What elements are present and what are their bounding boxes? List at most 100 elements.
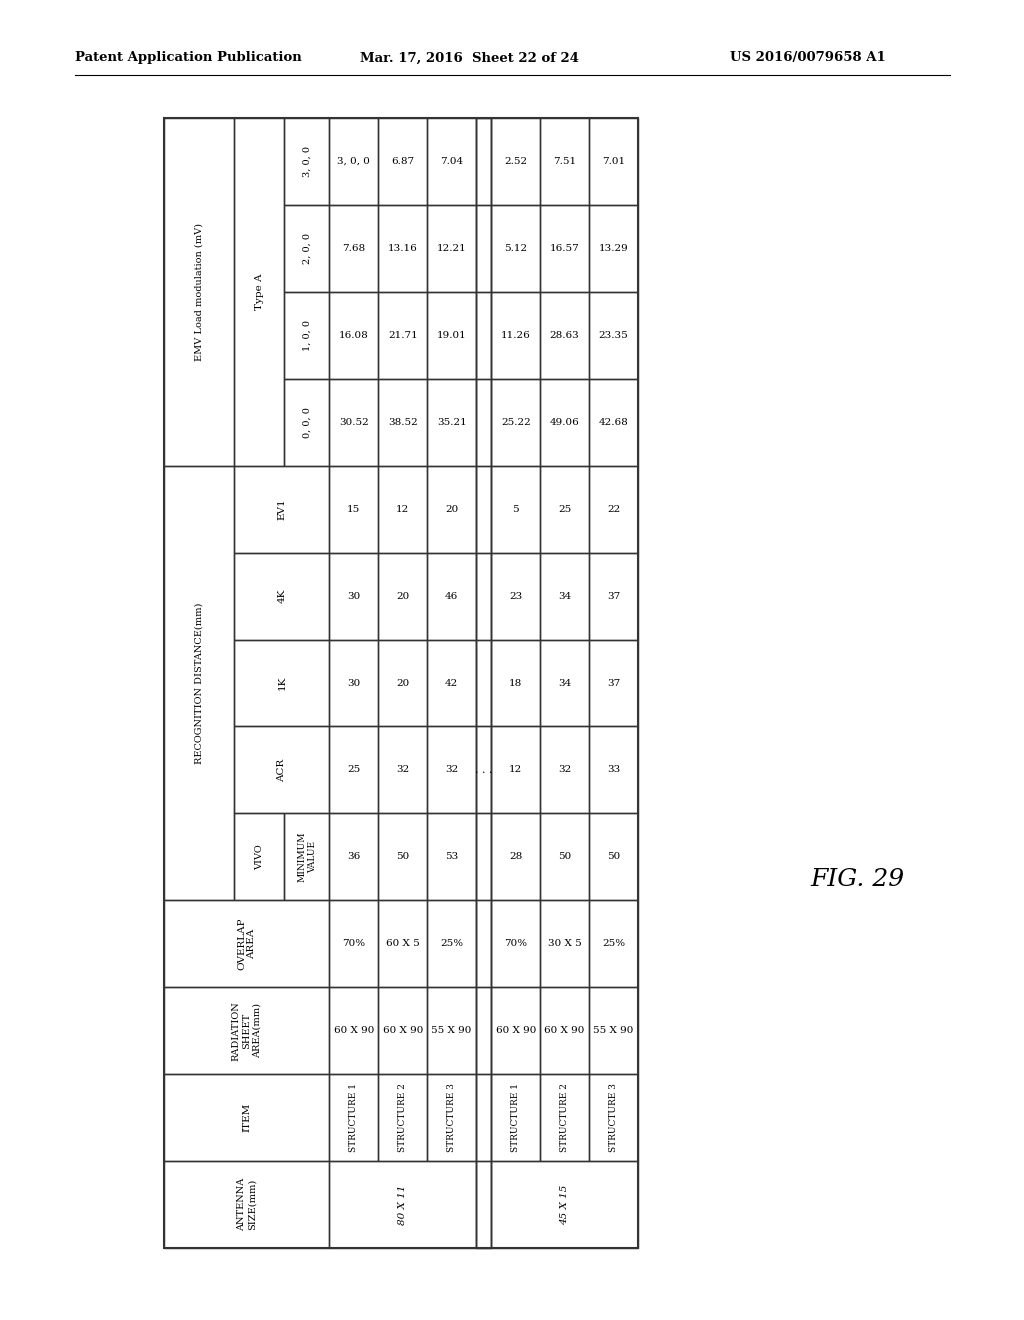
- Text: 16.08: 16.08: [339, 331, 369, 339]
- Bar: [427, 205, 476, 292]
- Text: STRUCTURE 1: STRUCTURE 1: [349, 1084, 358, 1152]
- Bar: [234, 813, 285, 900]
- Bar: [285, 379, 330, 466]
- Bar: [476, 466, 492, 553]
- Text: 42.68: 42.68: [599, 417, 629, 426]
- Bar: [541, 813, 589, 900]
- Bar: [492, 900, 541, 987]
- Text: 60 X 5: 60 X 5: [386, 940, 420, 948]
- Bar: [589, 292, 638, 379]
- Text: 23.35: 23.35: [599, 331, 629, 339]
- Bar: [541, 1074, 589, 1162]
- Bar: [476, 1074, 492, 1162]
- Bar: [476, 813, 492, 900]
- Bar: [589, 639, 638, 726]
- Bar: [330, 379, 378, 466]
- Text: VIVO: VIVO: [255, 843, 264, 870]
- Text: 1K: 1K: [278, 676, 287, 690]
- Bar: [427, 1074, 476, 1162]
- Text: 18: 18: [509, 678, 522, 688]
- Bar: [541, 726, 589, 813]
- Text: STRUCTURE 2: STRUCTURE 2: [560, 1084, 569, 1152]
- Bar: [541, 292, 589, 379]
- Text: 3, 0, 0: 3, 0, 0: [338, 157, 371, 166]
- Bar: [492, 813, 541, 900]
- Bar: [427, 639, 476, 726]
- Text: 60 X 90: 60 X 90: [545, 1026, 585, 1035]
- Text: 0, 0, 0: 0, 0, 0: [302, 407, 311, 438]
- Bar: [234, 726, 330, 813]
- Text: 7.04: 7.04: [440, 157, 463, 166]
- Bar: [541, 466, 589, 553]
- Bar: [427, 987, 476, 1074]
- Text: 25.22: 25.22: [501, 417, 530, 426]
- Bar: [330, 813, 378, 900]
- Text: 70%: 70%: [504, 940, 527, 948]
- Bar: [427, 553, 476, 639]
- Bar: [234, 117, 285, 466]
- Bar: [589, 900, 638, 987]
- Text: 13.16: 13.16: [388, 244, 418, 253]
- Text: 55 X 90: 55 X 90: [431, 1026, 472, 1035]
- Bar: [164, 1162, 330, 1247]
- Text: 20: 20: [396, 591, 410, 601]
- Bar: [330, 292, 378, 379]
- Bar: [164, 117, 638, 1247]
- Text: EMV Load modulation (mV): EMV Load modulation (mV): [195, 223, 204, 360]
- Text: 12: 12: [509, 766, 522, 775]
- Text: 21.71: 21.71: [388, 331, 418, 339]
- Text: 36: 36: [347, 853, 360, 862]
- Bar: [476, 205, 492, 292]
- Text: 37: 37: [607, 678, 621, 688]
- Bar: [476, 900, 492, 987]
- Bar: [589, 813, 638, 900]
- Bar: [589, 726, 638, 813]
- Bar: [492, 1162, 638, 1247]
- Text: 20: 20: [445, 504, 459, 513]
- Bar: [330, 1162, 476, 1247]
- Text: 50: 50: [607, 853, 621, 862]
- Text: 22: 22: [607, 504, 621, 513]
- Bar: [164, 987, 330, 1074]
- Text: 55 X 90: 55 X 90: [593, 1026, 634, 1035]
- Bar: [164, 1074, 330, 1162]
- Text: ITEM: ITEM: [243, 1104, 251, 1133]
- Text: 46: 46: [445, 591, 459, 601]
- Bar: [541, 639, 589, 726]
- Text: ACR: ACR: [278, 758, 287, 781]
- Bar: [492, 379, 541, 466]
- Bar: [492, 639, 541, 726]
- Bar: [378, 639, 427, 726]
- Text: 23: 23: [509, 591, 522, 601]
- Bar: [378, 726, 427, 813]
- Text: 38.52: 38.52: [388, 417, 418, 426]
- Text: 50: 50: [558, 853, 571, 862]
- Bar: [427, 466, 476, 553]
- Bar: [589, 987, 638, 1074]
- Text: 25%: 25%: [440, 940, 463, 948]
- Bar: [492, 1074, 541, 1162]
- Text: STRUCTURE 3: STRUCTURE 3: [609, 1084, 618, 1152]
- Text: 7.68: 7.68: [342, 244, 366, 253]
- Text: 30 X 5: 30 X 5: [548, 940, 582, 948]
- Text: 50: 50: [396, 853, 410, 862]
- Text: OVERLAP
AREA: OVERLAP AREA: [237, 917, 256, 970]
- Bar: [541, 205, 589, 292]
- Text: 11.26: 11.26: [501, 331, 530, 339]
- Bar: [285, 117, 330, 205]
- Text: FIG. 29: FIG. 29: [810, 869, 904, 891]
- Bar: [541, 987, 589, 1074]
- Bar: [541, 900, 589, 987]
- Bar: [378, 205, 427, 292]
- Bar: [476, 379, 492, 466]
- Text: 30.52: 30.52: [339, 417, 369, 426]
- Text: 33: 33: [607, 766, 621, 775]
- Text: 28: 28: [509, 853, 522, 862]
- Bar: [476, 1162, 492, 1247]
- Text: 16.57: 16.57: [550, 244, 580, 253]
- Text: 45 X 15: 45 X 15: [560, 1184, 569, 1225]
- Text: 37: 37: [607, 591, 621, 601]
- Bar: [492, 553, 541, 639]
- Text: 12: 12: [396, 504, 410, 513]
- Bar: [285, 292, 330, 379]
